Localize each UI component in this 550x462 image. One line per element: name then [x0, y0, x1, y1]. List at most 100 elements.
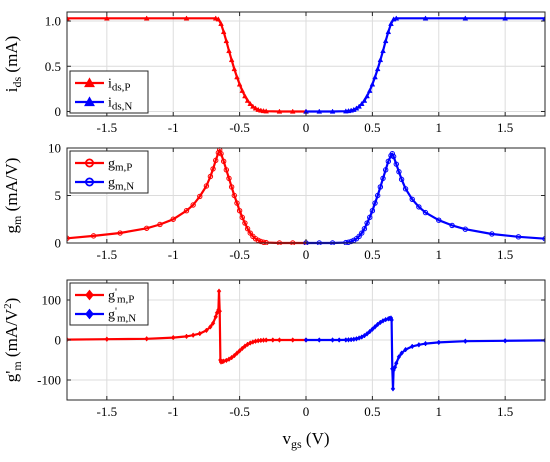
data-point: [213, 313, 218, 320]
data-point: [394, 360, 399, 367]
data-point: [389, 151, 396, 157]
data-point: [218, 151, 224, 157]
data-point: [422, 209, 429, 216]
x-tick-label: 0.5: [364, 120, 380, 135]
data-point: [258, 238, 264, 245]
x-tick-label: -1.5: [97, 247, 118, 262]
x-tick-label: 0: [303, 247, 310, 262]
y-axis-label-unit: (mA/V): [2, 158, 21, 216]
data-point: [157, 221, 163, 228]
y-axis-label: ids (mA): [2, 36, 24, 92]
data-point: [236, 208, 243, 214]
x-tick-label: 1.5: [497, 404, 513, 419]
data-point: [104, 336, 110, 343]
data-point: [385, 158, 392, 165]
data-point: [90, 233, 97, 239]
y-tick-label: 100: [42, 293, 62, 308]
legend-swatch-marker: [85, 289, 94, 301]
y-axis-label-prime: ': [2, 371, 21, 374]
data-point: [242, 220, 248, 226]
data-point: [402, 186, 409, 192]
data-point: [204, 327, 209, 334]
legend-label-main: i: [108, 77, 112, 92]
data-point: [393, 15, 400, 21]
y-tick-label: -100: [37, 373, 61, 388]
y-axis-label: gm (mA/V): [2, 158, 24, 234]
data-point: [260, 239, 267, 245]
data-point: [396, 169, 402, 175]
data-point: [390, 153, 397, 160]
data-point: [356, 233, 362, 240]
legend: gm,Pgm,N: [69, 150, 149, 194]
data-point: [207, 173, 214, 180]
data-point: [409, 343, 415, 350]
data-point: [366, 87, 373, 93]
y-axis-label: g'm (mA/V2): [2, 298, 24, 383]
x-axis-label-main: v: [282, 429, 291, 448]
data-point: [234, 74, 240, 80]
y-tick-label: 5: [55, 188, 62, 203]
data-point: [377, 57, 384, 63]
data-point: [184, 333, 189, 340]
data-point: [247, 100, 254, 106]
data-point: [370, 326, 375, 333]
x-tick-label: 1: [436, 404, 443, 419]
legend-swatch-marker: [85, 177, 95, 187]
legend-box: [69, 150, 149, 194]
data-point: [247, 230, 253, 236]
data-point: [223, 38, 230, 44]
data-point: [239, 87, 246, 93]
x-tick-label: -1: [168, 120, 179, 135]
data-point: [502, 337, 508, 344]
data-point: [372, 323, 378, 330]
data-point: [226, 175, 232, 182]
data-point: [210, 320, 216, 327]
data-point: [377, 184, 384, 190]
data-point: [203, 183, 210, 189]
data-point: [228, 184, 235, 190]
legend-swatch-marker: [85, 308, 94, 320]
data-point: [416, 204, 422, 210]
data-point: [399, 350, 404, 357]
data-point: [389, 317, 394, 323]
data-point: [423, 340, 428, 347]
legend-label-sub: ds,N: [112, 101, 133, 113]
x-tick-label: -1.5: [97, 120, 118, 135]
data-point: [382, 167, 389, 173]
data-point: [67, 15, 70, 21]
data-point: [345, 239, 352, 245]
x-tick-label: 1: [436, 120, 443, 135]
legend-box: [69, 282, 149, 326]
data-point: [542, 15, 545, 21]
data-point: [358, 100, 365, 106]
legend-label-main: g: [108, 308, 115, 323]
data-point: [356, 103, 362, 109]
data-point: [190, 202, 196, 208]
y-axis-label-sub: m: [10, 361, 24, 371]
data-point: [364, 330, 370, 337]
data-point: [367, 328, 372, 335]
y-tick-label: 1.0: [45, 14, 61, 29]
legend-label: g'm,N: [108, 306, 136, 325]
data-point: [317, 337, 322, 343]
data-point: [388, 20, 394, 26]
data-point: [270, 337, 276, 343]
data-point: [462, 226, 469, 232]
legend-swatch-marker: [84, 77, 95, 88]
y-axis-label-unit: (mA): [2, 36, 21, 77]
x-tick-label: 1: [436, 247, 443, 262]
data-point: [183, 208, 190, 214]
data-point: [374, 66, 381, 72]
legend-label-sub: m,N: [115, 181, 134, 193]
data-point: [220, 28, 227, 35]
data-point: [226, 47, 232, 54]
data-point: [234, 350, 240, 357]
legend-box: [69, 70, 149, 114]
data-point: [244, 97, 251, 103]
data-point: [215, 16, 222, 22]
data-point: [396, 353, 402, 360]
data-point: [372, 74, 378, 80]
legend: g'm,Pg'm,N: [69, 282, 149, 326]
data-point: [250, 103, 256, 109]
